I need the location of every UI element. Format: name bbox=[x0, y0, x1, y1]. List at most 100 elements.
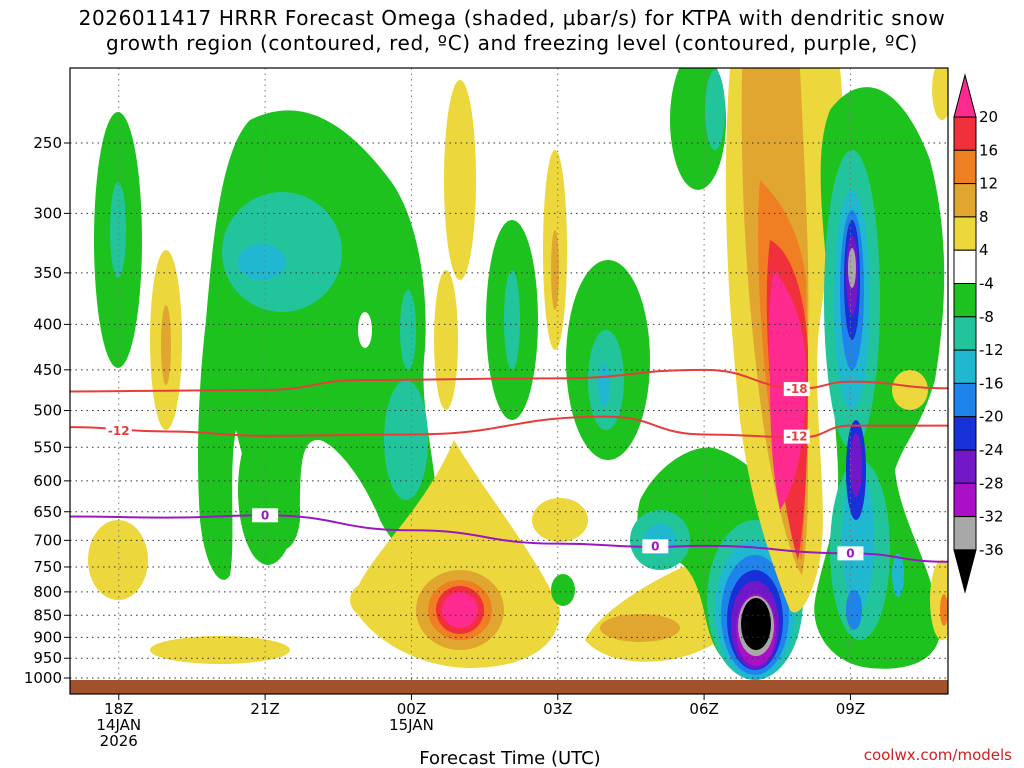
y-tick-label-950: 950 bbox=[33, 649, 62, 667]
omega-east-orange2 bbox=[940, 594, 948, 626]
y-tick-label-750: 750 bbox=[33, 558, 62, 576]
x-tick-label: 03Z bbox=[543, 700, 572, 718]
colorbar-label: -8 bbox=[979, 308, 994, 326]
x-tick-label: 06Z bbox=[689, 700, 718, 718]
contour-label-freezing-level: 0 bbox=[261, 508, 269, 522]
x-axis-title: Forecast Time (UTC) bbox=[419, 748, 600, 768]
contour-label-bg bbox=[837, 546, 864, 561]
ground-surface bbox=[70, 680, 948, 694]
contour-freezing-level bbox=[70, 514, 948, 563]
omega-03z-700 bbox=[532, 498, 588, 542]
colorbar-label: 20 bbox=[979, 108, 998, 126]
omega-west-band-inner bbox=[110, 182, 126, 278]
colorbar-segment-2 bbox=[953, 149, 977, 185]
omega-gap bbox=[358, 312, 372, 348]
contour-label-bg bbox=[783, 382, 810, 397]
contours: -12 -18 -12 0 0 0 bbox=[70, 368, 948, 563]
x-tick-label: 21Z bbox=[250, 700, 279, 718]
colorbar-segment-1 bbox=[953, 116, 977, 151]
y-tick-label-300: 300 bbox=[33, 204, 62, 222]
colorbar-segment-8 bbox=[953, 349, 977, 384]
omega-ascent-inner bbox=[222, 192, 342, 312]
omega-ascent-strip bbox=[400, 290, 416, 370]
chart-title-line-1: 2026011417 HRRR Forecast Omega (shaded, … bbox=[78, 6, 946, 30]
colorbar-label: -32 bbox=[979, 508, 1004, 526]
contour-label-bg bbox=[252, 508, 279, 523]
colorbar-label: 16 bbox=[979, 141, 998, 159]
y-tick-label-600: 600 bbox=[33, 472, 62, 490]
contour-dgz-minus12 bbox=[70, 415, 948, 439]
y-tick-label-850: 850 bbox=[33, 606, 62, 624]
omega-03z-800 bbox=[551, 574, 575, 606]
colorbar-segment-10 bbox=[953, 416, 977, 451]
colorbar-segment-9 bbox=[953, 382, 977, 418]
omega-east-low3 bbox=[892, 553, 904, 597]
colorbar-segment-11 bbox=[953, 449, 977, 484]
omega-01z-dome-p bbox=[442, 592, 478, 628]
contour-label-bg bbox=[642, 539, 669, 554]
contour-label-bg bbox=[105, 423, 132, 438]
colorbar-label: -16 bbox=[979, 374, 1004, 392]
colorbar-label: 12 bbox=[979, 175, 998, 193]
omega-01z-mid bbox=[434, 270, 458, 410]
omega-02z-teal bbox=[504, 270, 520, 370]
colorbar-label: -4 bbox=[979, 275, 994, 293]
omega-22z-lower bbox=[238, 415, 298, 565]
colorbar-label: -12 bbox=[979, 341, 1004, 359]
contour-dgz-minus18 bbox=[70, 368, 948, 393]
colorbar-segment-5 bbox=[953, 249, 977, 284]
omega-east-yellow-top bbox=[932, 68, 948, 120]
y-tick-label-900: 900 bbox=[33, 628, 62, 646]
omega-01z-upper bbox=[444, 80, 476, 280]
plot-frame bbox=[69, 67, 949, 695]
omega-06z-upper-t bbox=[705, 70, 725, 150]
omega-east-low-purple bbox=[850, 433, 862, 497]
colorbar-label: -24 bbox=[979, 441, 1004, 459]
colorbar-label: 4 bbox=[979, 241, 989, 259]
x-tick-label: 18Z bbox=[104, 700, 133, 718]
y-tick-label-650: 650 bbox=[33, 503, 62, 521]
omega-lowlevel-left bbox=[150, 636, 290, 664]
colorbar-label: -20 bbox=[979, 408, 1004, 426]
omega-04z-cyan bbox=[598, 363, 610, 407]
x-tick-label: 00Z bbox=[397, 700, 426, 718]
colorbar-label: -28 bbox=[979, 474, 1004, 492]
y-tick-label-250: 250 bbox=[33, 134, 62, 152]
contour-label-dgz-minus12: -12 bbox=[108, 424, 130, 438]
contour-label-dgz-minus18: -18 bbox=[786, 382, 808, 396]
colorbar-segment-12 bbox=[953, 482, 977, 518]
contour-label-dgz-minus12: -12 bbox=[786, 430, 808, 444]
colorbar-label: 8 bbox=[979, 208, 989, 226]
y-tick-label-350: 350 bbox=[33, 264, 62, 282]
y-tick-label-700: 700 bbox=[33, 531, 62, 549]
y-tick-label-500: 500 bbox=[33, 402, 62, 420]
omega-03z-inner bbox=[551, 230, 559, 310]
omega-east-grey bbox=[848, 248, 856, 288]
contour-label-freezing-level: 0 bbox=[651, 539, 659, 553]
omega-01z-dome-outer bbox=[352, 440, 560, 668]
omega-east-yellow bbox=[892, 370, 928, 410]
y-tick-label-450: 450 bbox=[33, 361, 62, 379]
colorbar-segment-3 bbox=[953, 183, 977, 218]
colorbar-segment-7 bbox=[953, 316, 977, 351]
omega-19z-spindle-inner bbox=[161, 305, 171, 385]
x-tick-label: 15JAN bbox=[389, 716, 434, 734]
colorbar-bottom-arrow bbox=[953, 549, 977, 594]
y-tick-label-400: 400 bbox=[33, 315, 62, 333]
colorbar-segment-13 bbox=[953, 516, 977, 551]
contour-label-freezing-level: 0 bbox=[846, 546, 854, 560]
y-axis: 250 300 350 400 450 500 550 600 650 700 750 800 850 9… bbox=[24, 134, 70, 687]
y-tick-label-800: 800 bbox=[33, 583, 62, 601]
colorbar: 20 16 12 8 4 -4 -8 -12 -16 -20 -24 -28 -32 -36 bbox=[953, 73, 1004, 594]
chart-title-line-2: growth region (contoured, red, ºC) and f… bbox=[106, 31, 918, 55]
grid bbox=[70, 68, 948, 694]
omega-04z-lowband-inner bbox=[600, 614, 680, 642]
x-tick-label: 14JAN bbox=[96, 716, 141, 734]
y-tick-label-550: 550 bbox=[33, 438, 62, 456]
contour-label-bg bbox=[783, 429, 810, 444]
colorbar-top-arrow bbox=[953, 73, 977, 118]
omega-shading bbox=[88, 68, 948, 680]
x-tick-label: 09Z bbox=[836, 700, 865, 718]
